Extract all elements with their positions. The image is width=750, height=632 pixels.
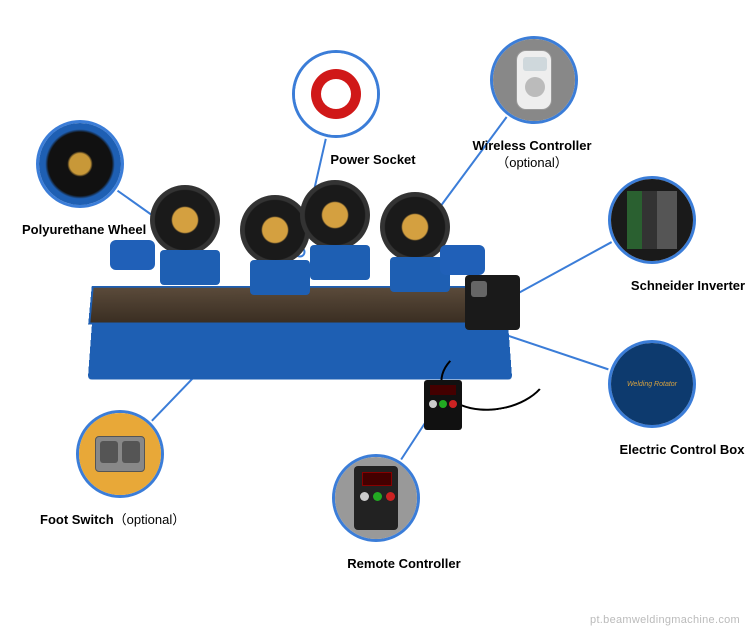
callout-schneider_inverter <box>608 176 696 264</box>
wireless_controller-sublabel: （optional） <box>496 155 568 170</box>
polyurethane_wheel-label: Polyurethane Wheel <box>22 222 202 239</box>
callout-polyurethane_wheel <box>36 120 124 208</box>
power_socket-label: Power Socket <box>283 152 463 169</box>
wireless_controller-thumbnail <box>490 36 578 124</box>
callout-power_socket <box>292 50 380 138</box>
wireless_controller-label: Wireless Controller（optional） <box>442 138 622 172</box>
remote_controller-label: Remote Controller <box>314 556 494 573</box>
motor-right <box>440 245 485 275</box>
callout-electric_control_box: Welding Rotator <box>608 340 696 428</box>
foot_switch-sublabel: （optional） <box>114 512 186 527</box>
electric_control_box-label: Electric Control Box <box>592 442 750 459</box>
schneider_inverter-label: Schneider Inverter <box>598 278 750 295</box>
wheel-assembly-3 <box>300 180 390 270</box>
remote_controller-thumbnail <box>332 454 420 542</box>
schneider_inverter-thumbnail <box>608 176 696 264</box>
foot_switch-label: Foot Switch（optional） <box>40 512 220 529</box>
control-box-on-machine <box>465 275 520 330</box>
electric_control_box-thumbnail: Welding Rotator <box>608 340 696 428</box>
polyurethane_wheel-thumbnail <box>36 120 124 208</box>
power_socket-thumbnail <box>292 50 380 138</box>
remote-on-floor <box>420 380 466 440</box>
callout-remote_controller <box>332 454 420 542</box>
callout-foot_switch <box>76 410 164 498</box>
motor-left <box>110 240 155 270</box>
watermark: pt.beamweldingmachine.com <box>590 614 740 626</box>
main-product-image <box>50 180 550 380</box>
callout-wireless_controller <box>490 36 578 124</box>
foot_switch-thumbnail <box>76 410 164 498</box>
